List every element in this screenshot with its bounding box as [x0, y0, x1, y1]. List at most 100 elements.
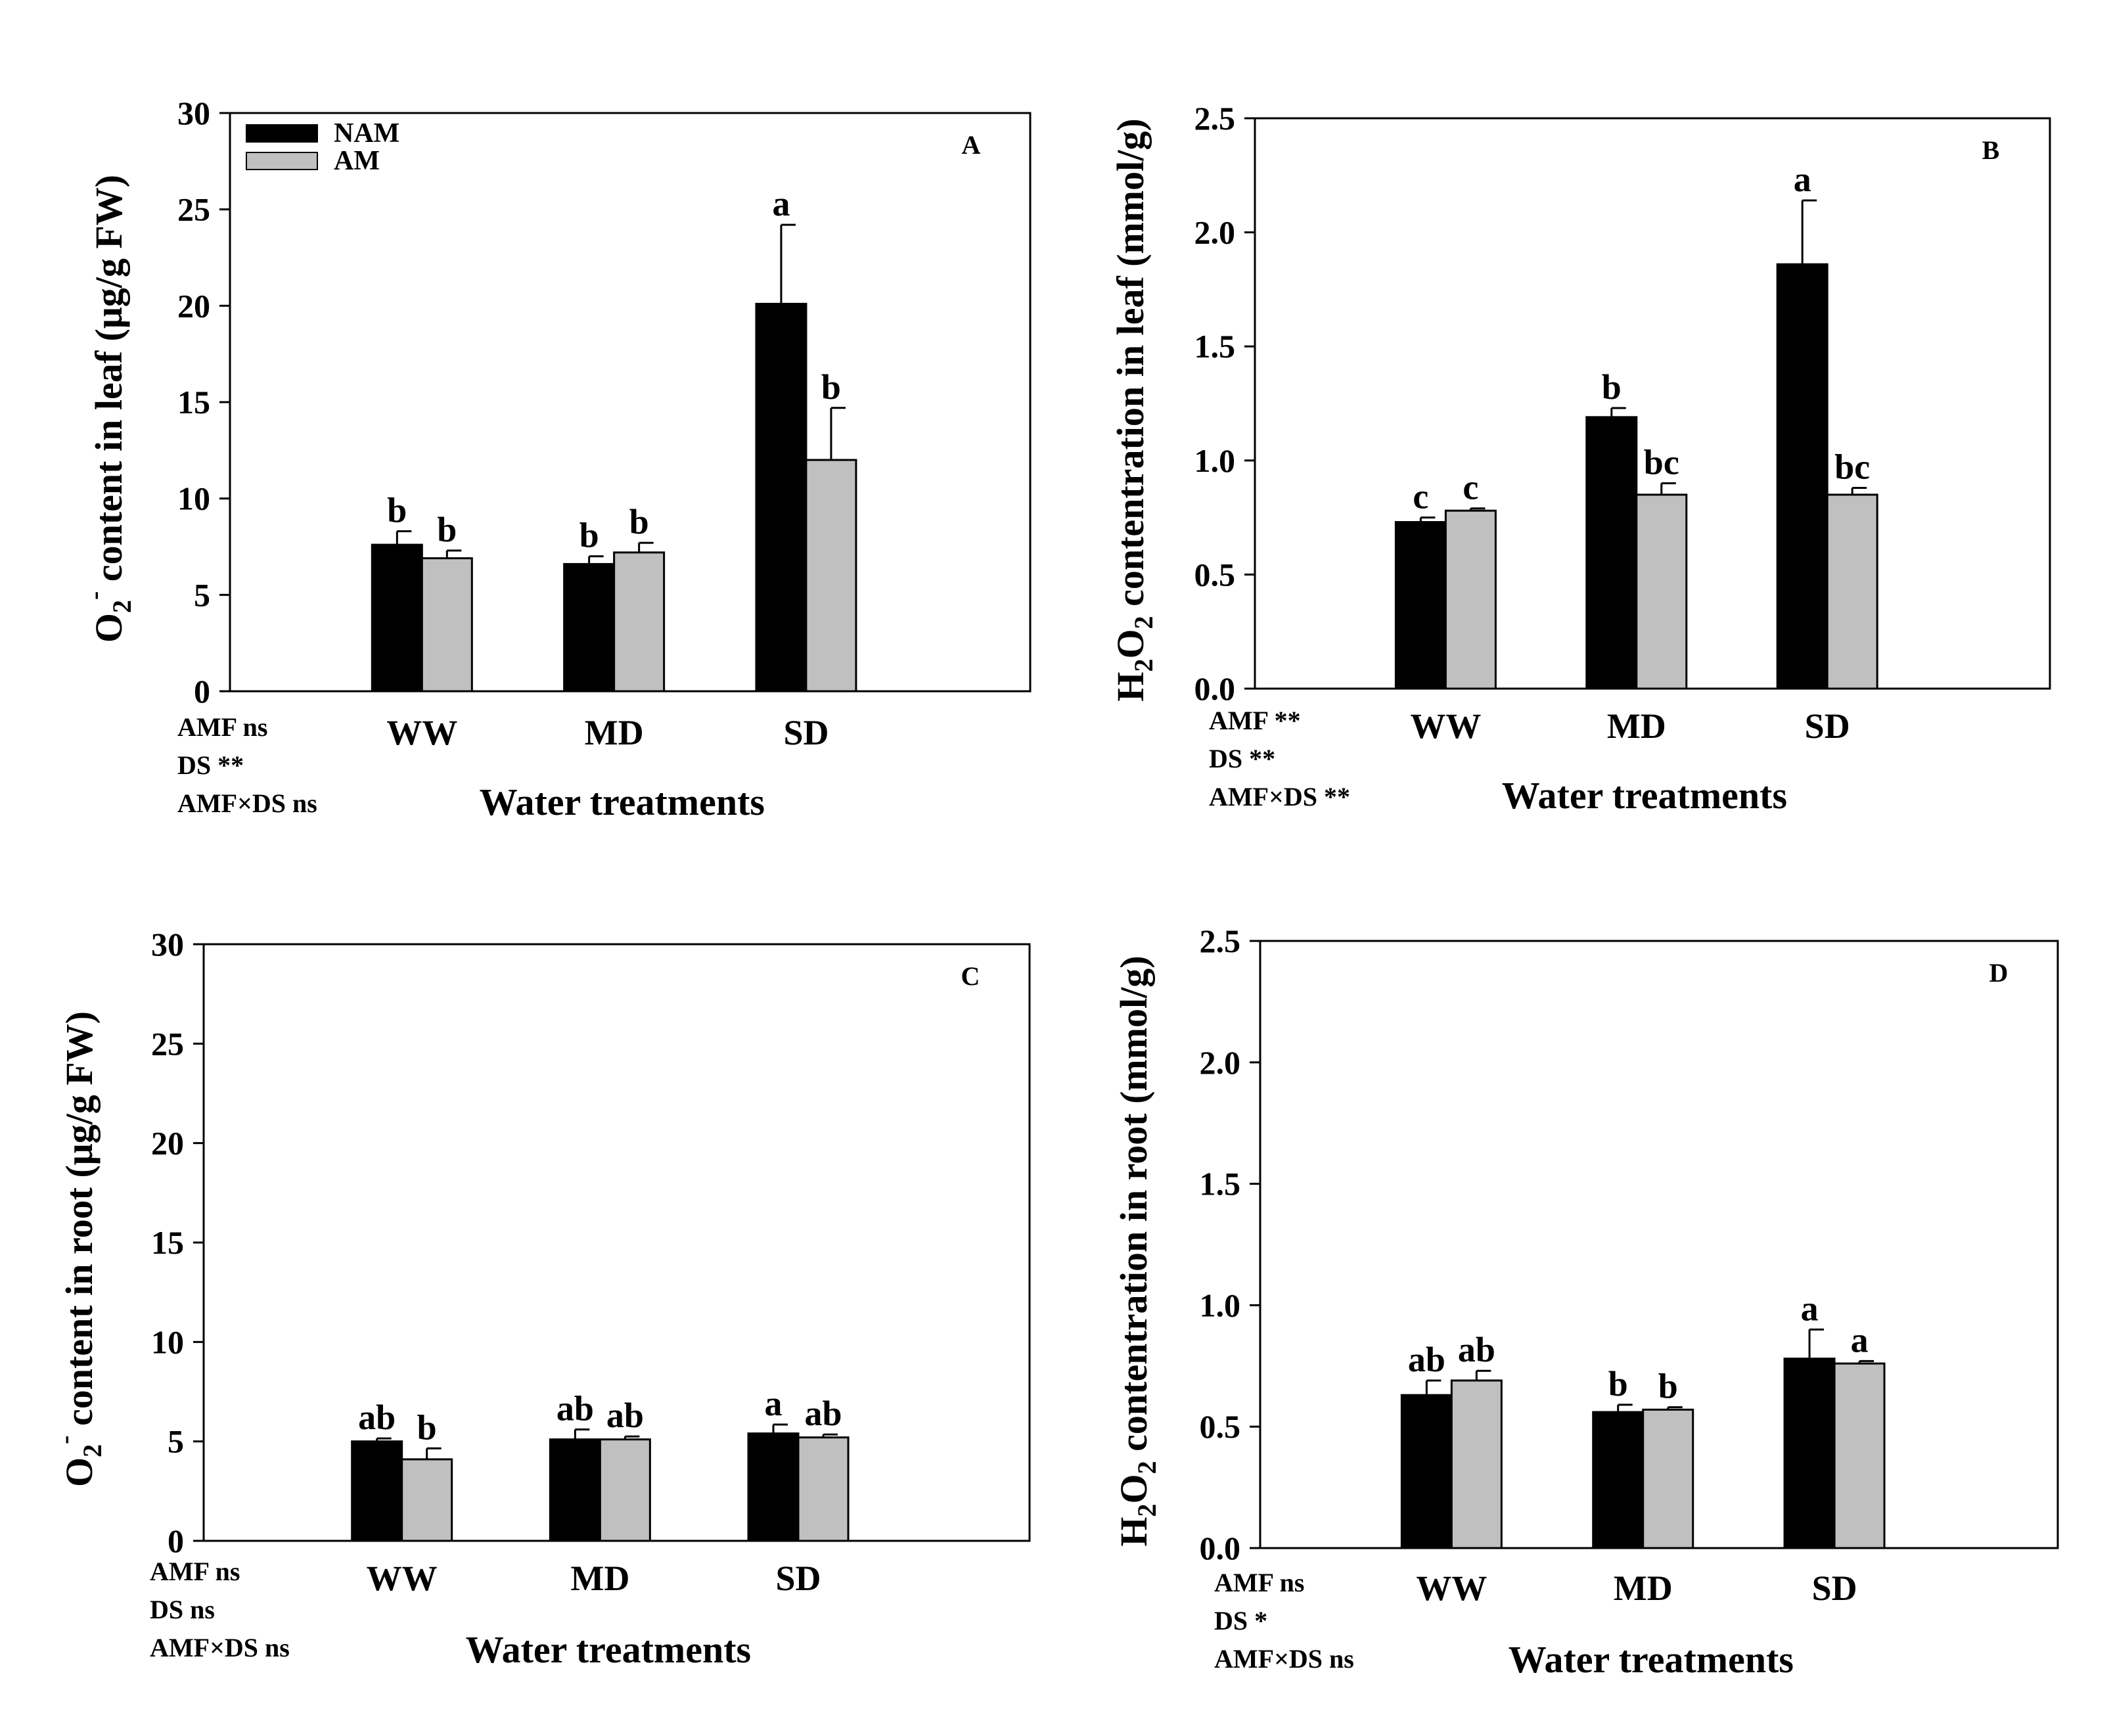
significance-letter: b: [417, 1407, 437, 1447]
y-axis-label: O2- content in leaf (μg/g FW): [79, 175, 137, 643]
bar-am-md: [599, 1438, 651, 1542]
bar-am-sd: [805, 459, 857, 693]
category-label: SD: [776, 1559, 821, 1598]
plot-frame: [1259, 940, 2059, 1549]
panel-label: A: [962, 130, 981, 160]
category-label: WW: [367, 1559, 438, 1598]
significance-letter: a: [1801, 1289, 1819, 1328]
y-tick-label: 0.5: [1194, 556, 1236, 593]
y-tick-label: 2.0: [1194, 214, 1236, 251]
y-tick-label: 1.0: [1200, 1287, 1241, 1323]
x-axis-label: Water treatments: [1509, 1638, 1794, 1681]
stat-line: AMF×DS ns: [1214, 1644, 1354, 1674]
y-tick-label: 1.5: [1194, 328, 1236, 365]
category-label: WW: [1410, 706, 1481, 746]
significance-letter: ab: [805, 1394, 842, 1433]
category-label: WW: [1416, 1568, 1487, 1608]
category-label: MD: [1607, 706, 1666, 746]
significance-letter: a: [1851, 1320, 1869, 1359]
significance-letter: c: [1413, 477, 1428, 516]
stat-line: DS **: [1209, 744, 1275, 773]
significance-letter: ab: [606, 1396, 644, 1435]
significance-letter: a: [765, 1384, 783, 1423]
significance-letter: b: [579, 516, 599, 555]
y-tick-label: 2.0: [1200, 1044, 1241, 1081]
significance-letter: c: [1463, 468, 1478, 507]
significance-letter: ab: [1408, 1340, 1445, 1379]
panel-label: B: [1982, 135, 2000, 165]
bar-am-md: [1642, 1408, 1694, 1549]
panel-d: ab ab WW b b MD aa SD 0.0 0.5 1.0 1.5 2.0 2.5 D Water t…: [1112, 923, 2059, 1681]
x-axis-label: Water treatments: [1502, 774, 1787, 817]
y-tick-label: 0: [194, 673, 210, 710]
y-tick-label: 0.0: [1200, 1530, 1241, 1566]
x-axis-label: Water treatments: [466, 1628, 751, 1671]
bar-nam-sd: [1783, 1358, 1836, 1549]
bar-nam-md: [1585, 416, 1638, 690]
bar-nam-ww: [1400, 1394, 1453, 1549]
bar-am-ww: [1444, 509, 1497, 690]
y-tick-label: 10: [151, 1323, 184, 1360]
y-tick-label: 5: [194, 576, 210, 613]
panel-label: C: [961, 961, 980, 991]
y-tick-label: 15: [177, 384, 210, 421]
legend-swatch-nam: [246, 124, 318, 143]
category-label: MD: [585, 713, 644, 752]
x-axis-label: Water treatments: [480, 781, 765, 823]
y-tick-label: 25: [177, 191, 210, 228]
stat-line: DS ns: [150, 1595, 215, 1624]
legend-swatch-am: [246, 152, 318, 170]
bar-nam-md: [563, 562, 616, 693]
significance-letter: b: [437, 510, 457, 549]
bar-am-ww: [401, 1458, 453, 1542]
significance-letter: b: [821, 367, 841, 407]
significance-letter: b: [1608, 1364, 1628, 1404]
y-axis-label: H2O2 contentration in leaf (mmol/g): [1109, 118, 1158, 701]
category-label: SD: [783, 713, 829, 752]
stat-line: DS *: [1214, 1606, 1267, 1635]
y-tick-label: 30: [151, 926, 184, 963]
significance-letter: a: [772, 184, 790, 223]
significance-letter: ab: [358, 1398, 396, 1437]
y-tick-label: 0: [168, 1522, 184, 1559]
significance-letter: bc: [1834, 447, 1870, 486]
bar-nam-sd: [747, 1432, 800, 1542]
stat-line: AMF×DS **: [1209, 782, 1350, 811]
bar-am-md: [613, 551, 666, 693]
significance-letter: b: [1602, 367, 1622, 407]
bar-am-sd: [797, 1436, 850, 1542]
y-axis-label: O2- content in root (μg/g FW): [50, 1011, 107, 1487]
significance-letter: b: [629, 502, 649, 541]
y-tick-label: 5: [168, 1423, 184, 1460]
bar-nam-sd: [1776, 263, 1828, 690]
stat-line: AMF×DS ns: [177, 788, 317, 818]
stat-line: AMF ns: [177, 712, 267, 742]
bar-am-md: [1635, 493, 1688, 690]
significance-letter: a: [1794, 160, 1811, 199]
y-tick-label: 2.5: [1200, 923, 1241, 959]
bar-am-sd: [1833, 1362, 1886, 1549]
y-tick-label: 0.5: [1200, 1408, 1241, 1445]
y-tick-label: 20: [177, 287, 210, 324]
category-label: SD: [1812, 1568, 1857, 1608]
y-tick-label: 1.0: [1194, 442, 1236, 479]
panel-label: D: [1989, 958, 2009, 988]
stat-line: AMF **: [1209, 706, 1301, 735]
y-tick-label: 1.5: [1200, 1166, 1241, 1202]
stat-line: AMF ns: [1214, 1568, 1304, 1597]
bar-nam-md: [549, 1438, 601, 1542]
bar-nam-ww: [1394, 521, 1447, 690]
stat-line: AMF×DS ns: [150, 1633, 290, 1662]
significance-letter: bc: [1644, 443, 1679, 482]
significance-letter: b: [1658, 1367, 1678, 1406]
significance-letter: b: [387, 491, 407, 530]
y-tick-label: 2.5: [1194, 100, 1236, 137]
y-tick-label: 30: [177, 95, 210, 131]
significance-letter: ab: [556, 1389, 594, 1428]
stat-line: AMF ns: [150, 1557, 240, 1586]
category-label: SD: [1805, 706, 1850, 746]
y-axis-label: H2O2 contentration in root (mmol/g): [1112, 955, 1162, 1546]
